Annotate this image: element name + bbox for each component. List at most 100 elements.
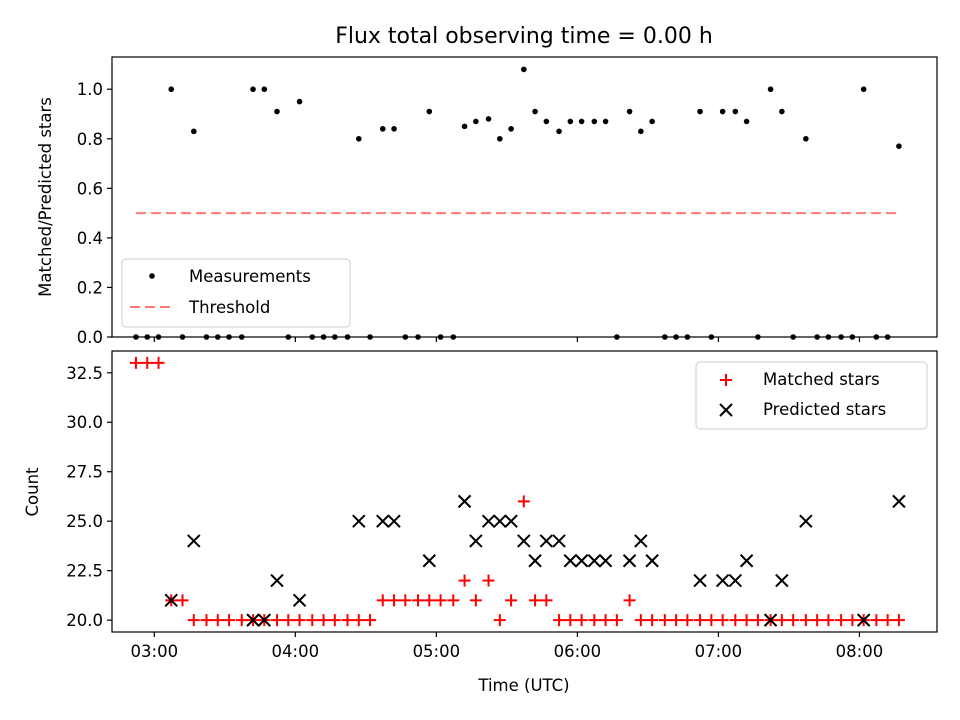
measurement-point: [697, 108, 703, 115]
matched-star-point: [705, 614, 718, 627]
matched-star-point: [328, 614, 341, 627]
matched-star-point: [740, 614, 753, 627]
predicted-star-point: [422, 554, 437, 568]
matched-star-point: [729, 614, 742, 627]
predicted-star-point: [481, 514, 496, 528]
predicted-star-point: [292, 593, 307, 608]
predicted-star-point: [598, 554, 613, 568]
legend-predicted-label: Predicted stars: [763, 400, 886, 419]
matched-star-point: [505, 594, 518, 607]
measurement-point: [473, 118, 479, 125]
matched-star-point: [364, 614, 377, 627]
measurement-point: [379, 126, 386, 132]
matched-star-point: [529, 594, 542, 607]
matched-star-point: [517, 495, 530, 508]
matched-star-point: [235, 614, 248, 627]
measurement-point: [732, 108, 739, 115]
predicted-star-point: [493, 514, 507, 528]
predicted-star-point: [739, 554, 754, 568]
measurement-point: [719, 108, 726, 115]
count-ytick-label: 22.5: [66, 562, 103, 581]
ratio-panel: 0.0 0.2 0.4 0.6 0.8 1.0 Matched/Predicted sta…: [36, 56, 938, 347]
ratio-panel-ticks: 0.0 0.2 0.4 0.6 0.8 1.0: [77, 80, 861, 347]
predicted-star-point: [799, 514, 813, 528]
predicted-star-point: [634, 534, 648, 548]
time-xlabel: Time (UTC): [477, 676, 569, 695]
measurement-point: [274, 108, 280, 115]
ratio-ytick-label: 1.0: [77, 80, 103, 99]
ratio-legend: Measurements Threshold: [121, 258, 351, 328]
time-xtick-label: 07:00: [695, 642, 743, 661]
time-xtick-label: 06:00: [554, 642, 602, 661]
predicted-star-point: [645, 554, 659, 568]
predicted-star-point: [457, 494, 472, 509]
matched-star-point: [341, 614, 354, 627]
measurement-point: [497, 135, 503, 142]
time-xtick-label: 04:00: [272, 642, 320, 661]
measurement-point: [190, 128, 197, 135]
count-ytick-label: 25.0: [66, 512, 103, 531]
matched-star-point: [799, 614, 812, 627]
matched-star-point: [610, 614, 623, 627]
time-xtick-label: 03:00: [131, 642, 179, 661]
ratio-ytick-label: 0.8: [77, 130, 103, 149]
matched-star-point: [716, 614, 729, 627]
matched-star-point: [822, 614, 835, 627]
matched-star-point: [575, 614, 588, 627]
matched-star-point: [388, 594, 401, 607]
matched-star-point: [141, 356, 154, 369]
matched-star-point: [658, 614, 671, 627]
ratio-ytick-label: 0.4: [77, 229, 103, 248]
predicted-star-point: [574, 554, 589, 568]
matched-star-point: [306, 614, 319, 627]
legend-matched-label: Matched stars: [763, 370, 880, 389]
matched-star-point: [223, 614, 236, 627]
measurement-point: [296, 98, 303, 105]
matched-star-point: [352, 614, 365, 627]
matched-star-point: [787, 614, 800, 627]
ratio-ylabel: Matched/Predicted stars: [36, 97, 55, 297]
measurement-point: [860, 86, 867, 93]
matched-star-point: [775, 614, 788, 627]
measurement-point: [649, 118, 655, 125]
legend-threshold-label: Threshold: [188, 298, 270, 317]
measurement-point: [250, 86, 256, 93]
measurement-point: [578, 118, 585, 125]
matched-star-point: [694, 614, 707, 627]
ratio-panel-frame: [111, 56, 938, 338]
measurement-point: [896, 143, 902, 150]
predicted-star-point: [563, 554, 578, 568]
count-ytick-label: 32.5: [66, 364, 103, 383]
count-ytick-label: 20.0: [66, 611, 103, 630]
matched-star-point: [211, 614, 224, 627]
legend-matched-marker: [720, 374, 732, 386]
predicted-star-point: [856, 613, 871, 627]
measurement-point: [803, 135, 809, 142]
measurement-point: [638, 128, 644, 135]
measurement-point: [543, 118, 550, 125]
matched-star-point: [482, 574, 495, 587]
predicted-star-point: [517, 534, 531, 548]
matched-star-point: [271, 614, 283, 627]
matched-star-point: [540, 594, 553, 607]
predicted-star-point: [469, 534, 483, 548]
measurement-point: [626, 108, 633, 115]
matched-star-point: [317, 614, 330, 627]
matched-star-point: [646, 614, 659, 627]
matched-star-point: [187, 614, 200, 627]
measurement-point: [426, 108, 433, 115]
ratio-ytick-label: 0.2: [77, 278, 103, 297]
predicted-star-point: [892, 494, 906, 509]
predicted-star-point: [539, 534, 554, 548]
legend-measurements-label: Measurements: [189, 267, 311, 286]
matched-star-point: [282, 614, 295, 627]
predicted-star-point: [693, 573, 707, 588]
predicted-star-point: [763, 613, 778, 627]
ratio-legend-box: [121, 258, 351, 328]
count-legend-box: [695, 361, 928, 430]
matched-star-point: [399, 594, 412, 607]
predicted-star-point: [164, 593, 178, 608]
matched-star-point: [469, 594, 482, 607]
matched-star-point: [751, 614, 764, 627]
